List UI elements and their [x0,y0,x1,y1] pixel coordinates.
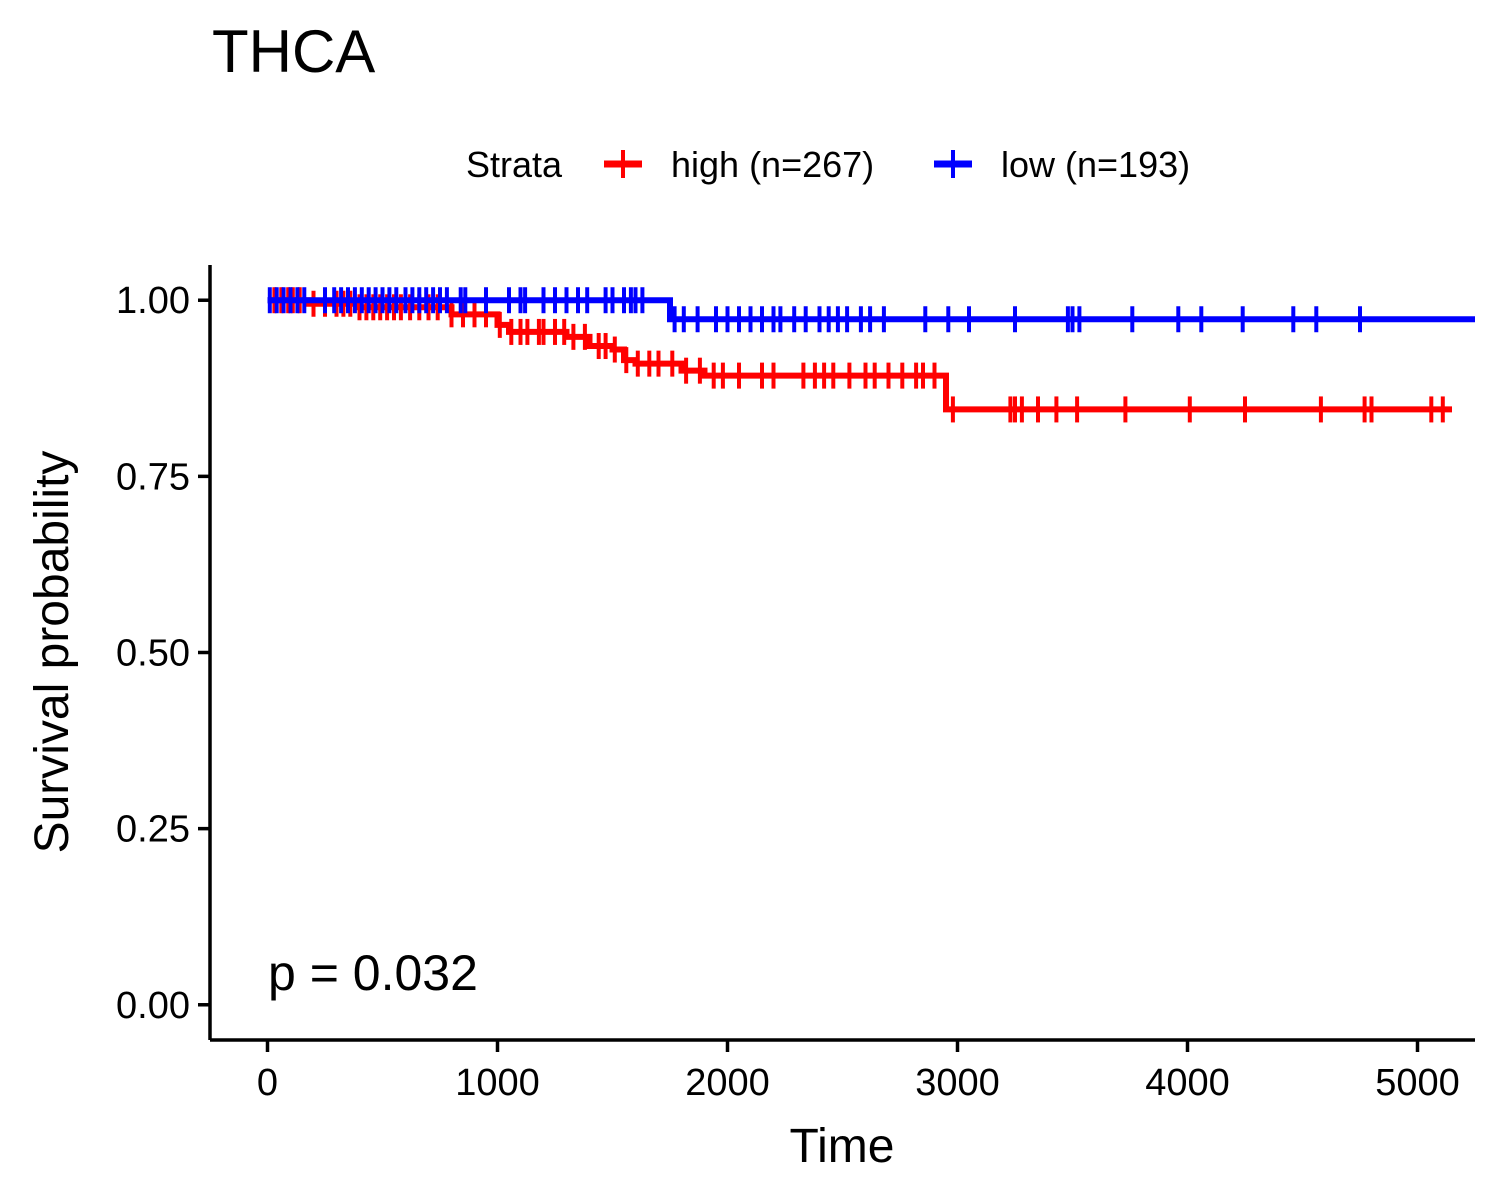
x-tick-label: 3000 [915,1062,1000,1104]
y-tick-label: 0.25 [116,809,190,851]
p-value-annotation: p = 0.032 [268,945,478,1001]
legend-label-high: high (n=267) [671,144,874,185]
y-tick-label: 1.00 [116,280,190,322]
x-tick-label: 5000 [1375,1062,1460,1104]
y-tick-label: 0.50 [116,633,190,675]
y-axis-title: Survival probability [26,451,79,854]
axes: 0.00 0.25 0.50 0.75 1.00 0 1000 2000 3000 4000 50… [116,265,1475,1104]
x-axis-ticks: 0 1000 2000 3000 4000 5000 [257,1040,1460,1104]
x-tick-label: 4000 [1145,1062,1230,1104]
chart-title: THCA [212,18,375,85]
plot-area [267,287,1475,423]
legend-item-high: high (n=267) [604,144,874,185]
x-axis-title: Time [790,1120,895,1173]
legend-label-low: low (n=193) [1001,144,1190,185]
y-tick-label: 0.00 [116,985,190,1027]
x-tick-label: 0 [257,1062,278,1104]
y-tick-label: 0.75 [116,456,190,498]
legend-item-low: low (n=193) [934,144,1190,185]
x-tick-label: 2000 [685,1062,770,1104]
x-tick-label: 1000 [455,1062,540,1104]
legend-title: Strata [466,144,563,185]
legend: Strata high (n=267) low (n=193) [466,144,1190,185]
y-axis-ticks: 0.00 0.25 0.50 0.75 1.00 [116,280,210,1027]
